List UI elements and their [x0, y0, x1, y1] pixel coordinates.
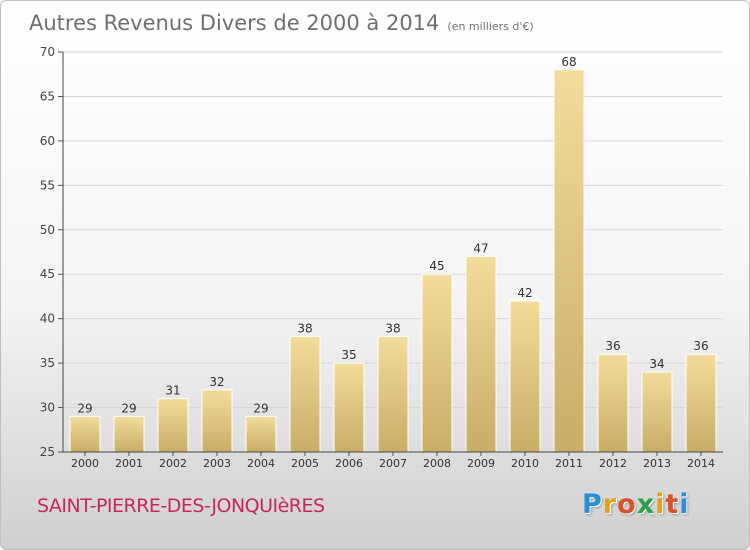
y-tick-label: 30	[40, 401, 55, 415]
bar-2004	[245, 415, 277, 453]
logo-letter: P	[582, 489, 603, 520]
logo-letter: r	[602, 489, 618, 520]
bar-2011	[553, 69, 585, 453]
bars	[69, 69, 717, 453]
x-tick-label: 2007	[379, 457, 407, 470]
data-label: 45	[429, 259, 444, 273]
data-label: 34	[649, 357, 664, 371]
data-label: 36	[605, 339, 620, 353]
bar-2007	[377, 335, 409, 453]
bar-2014	[685, 353, 717, 453]
data-label: 32	[209, 375, 224, 389]
y-tick-label: 40	[40, 312, 55, 326]
data-label: 38	[385, 321, 400, 335]
y-tick-label: 35	[40, 356, 55, 370]
y-tick-label: 60	[40, 134, 55, 148]
labels: 25 30 35 40 45 50 55 60 65 70 29 2000 29 2001 31 2002 32…	[40, 45, 715, 470]
y-tick-label: 50	[40, 223, 55, 237]
y-tick-label: 55	[40, 178, 55, 192]
bar-2008	[421, 273, 453, 453]
x-tick-label: 2014	[687, 457, 715, 470]
data-label: 68	[561, 55, 576, 69]
axes	[58, 51, 723, 456]
title-unit: (en milliers d'€)	[447, 20, 534, 33]
bar-2000	[69, 415, 101, 453]
data-label: 35	[341, 348, 356, 362]
y-tick-label: 65	[40, 89, 55, 103]
data-label: 29	[121, 401, 136, 415]
data-label: 29	[253, 401, 268, 415]
data-label: 47	[473, 241, 488, 255]
x-tick-label: 2005	[291, 457, 319, 470]
x-tick-label: 2002	[159, 457, 187, 470]
bar-2012	[597, 353, 629, 453]
data-label: 38	[297, 321, 312, 335]
y-tick-label: 45	[40, 267, 55, 281]
data-label: 36	[693, 339, 708, 353]
bar-2013	[641, 371, 673, 453]
data-label: 31	[165, 384, 180, 398]
town-name: SAINT-PIERRE-DES-JONQUIèRES	[37, 495, 325, 517]
x-tick-label: 2009	[467, 457, 495, 470]
bar-2001	[113, 415, 145, 453]
bar-2002	[157, 398, 189, 453]
x-tick-label: 2012	[599, 457, 627, 470]
x-tick-label: 2004	[247, 457, 275, 470]
x-tick-label: 2006	[335, 457, 363, 470]
x-tick-label: 2011	[555, 457, 583, 470]
bar-2005	[289, 335, 321, 453]
x-tick-label: 2013	[643, 457, 671, 470]
logo-letter: t	[665, 489, 680, 520]
bar-2003	[201, 389, 233, 453]
x-tick-label: 2003	[203, 457, 231, 470]
logo-letter: i	[679, 489, 690, 520]
x-tick-label: 2008	[423, 457, 451, 470]
x-tick-label: 2000	[71, 457, 99, 470]
logo-letter: x	[636, 489, 656, 520]
data-label: 42	[517, 286, 532, 300]
y-tick-label: 25	[40, 445, 55, 459]
y-tick-label: 70	[40, 45, 55, 59]
chart-title: Autres Revenus Divers de 2000 à 2014 (en …	[29, 11, 534, 35]
bar-2010	[509, 300, 541, 453]
proxiti-logo: Proxiti	[582, 489, 690, 520]
data-label: 29	[77, 401, 92, 415]
title-text: Autres Revenus Divers de 2000 à 2014	[29, 11, 440, 35]
bar-2006	[333, 362, 365, 453]
x-tick-label: 2001	[115, 457, 143, 470]
logo-letter: o	[617, 489, 637, 520]
logo-letter: i	[655, 489, 666, 520]
bar-2009	[465, 255, 497, 453]
x-tick-label: 2010	[511, 457, 539, 470]
